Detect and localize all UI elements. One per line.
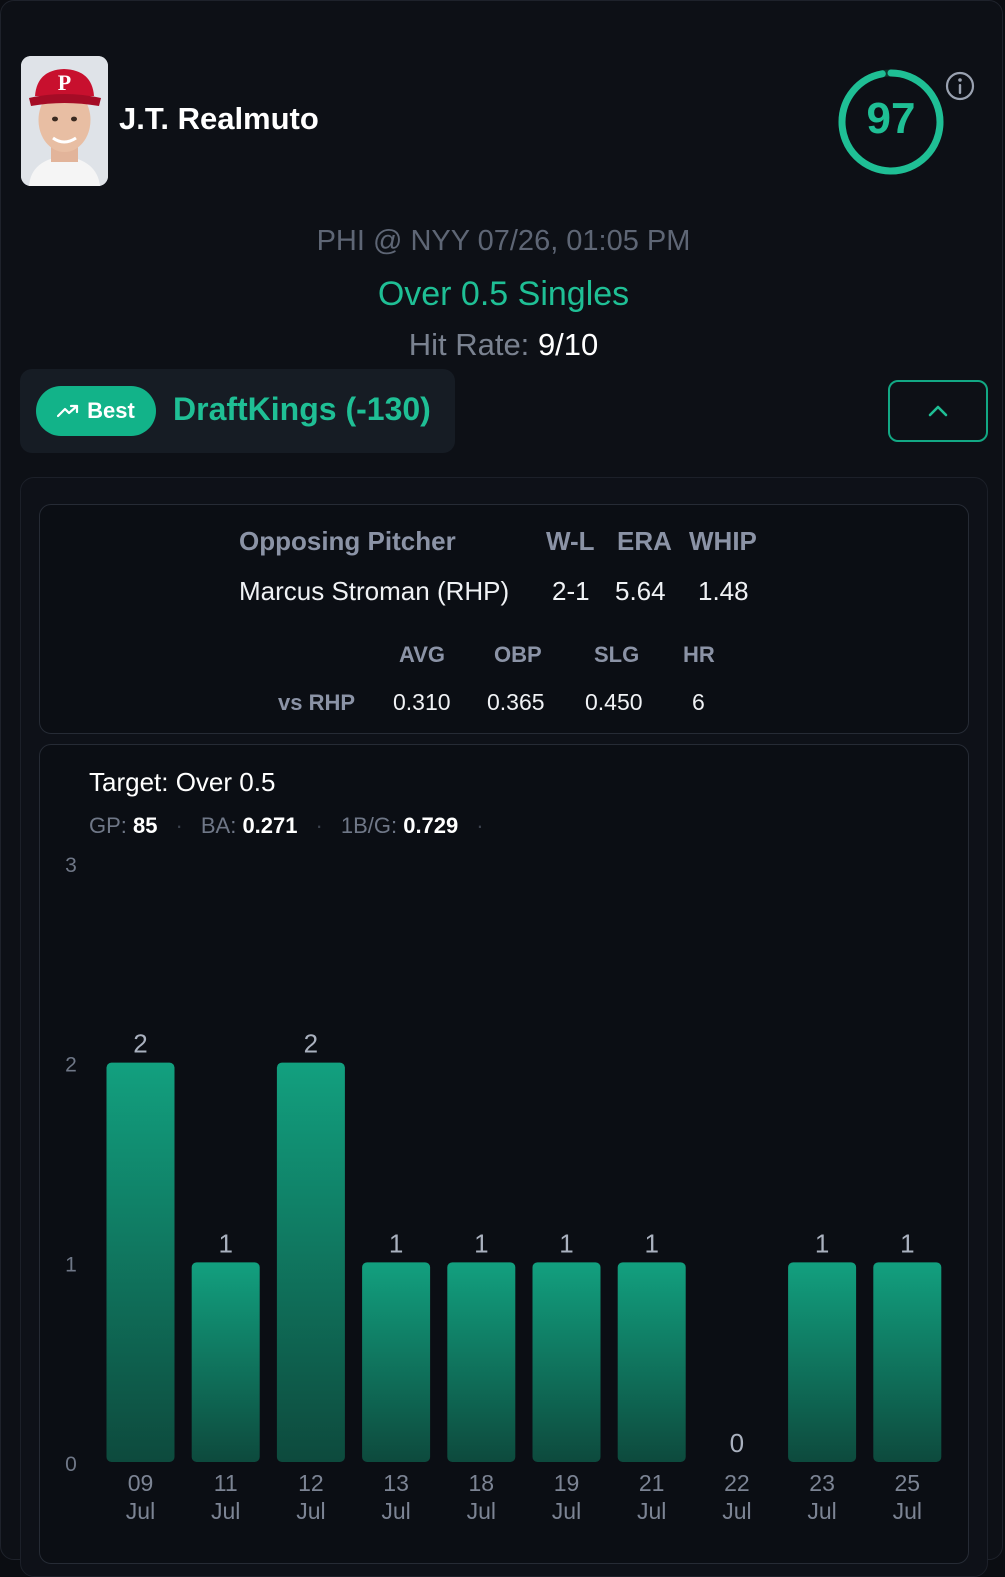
chevron-up-icon bbox=[928, 405, 948, 417]
score-value: 97 bbox=[866, 94, 916, 143]
hit-rate-value: 9/10 bbox=[537, 327, 599, 362]
pitcher-panel bbox=[39, 504, 969, 734]
split-col-avg: AVG bbox=[399, 642, 446, 667]
season-stats: GP: 85 · BA: 0.271 · 1B/G: 0.729 · bbox=[89, 813, 484, 838]
x-tick-day: 25 bbox=[895, 1470, 921, 1496]
x-tick-day: 22 bbox=[724, 1470, 750, 1496]
hit-rate-label: Hit Rate: bbox=[408, 327, 530, 362]
bar-value-label: 1 bbox=[474, 1228, 488, 1258]
bar bbox=[362, 1262, 431, 1462]
pitcher-wl: 2-1 bbox=[552, 576, 590, 606]
pitcher-header-label: Opposing Pitcher bbox=[239, 526, 456, 556]
bar bbox=[447, 1262, 516, 1462]
bar bbox=[276, 1062, 345, 1462]
split-label: vs RHP bbox=[278, 690, 356, 715]
col-era: ERA bbox=[617, 526, 672, 556]
info-icon[interactable] bbox=[944, 70, 976, 102]
bar-value-label: 2 bbox=[133, 1029, 147, 1059]
collapse-button[interactable] bbox=[888, 380, 988, 442]
split-obp: 0.365 bbox=[487, 689, 545, 715]
x-tick-day: 12 bbox=[298, 1470, 324, 1496]
split-slg: 0.450 bbox=[585, 689, 643, 715]
prop-market: Over 0.5 Singles bbox=[377, 275, 630, 313]
score-ring bbox=[838, 69, 944, 175]
ba-label: BA: bbox=[200, 813, 237, 838]
x-tick-month: Jul bbox=[126, 1498, 155, 1524]
y-tick-label: 0 bbox=[65, 1453, 77, 1476]
x-tick-month: Jul bbox=[552, 1498, 581, 1524]
x-tick-day: 18 bbox=[469, 1470, 495, 1496]
x-tick-month: Jul bbox=[467, 1498, 496, 1524]
bar-value-label: 0 bbox=[730, 1428, 744, 1458]
split-col-obp: OBP bbox=[494, 642, 542, 667]
bar-value-label: 1 bbox=[815, 1228, 829, 1258]
x-tick-month: Jul bbox=[211, 1498, 240, 1524]
x-tick-day: 11 bbox=[214, 1470, 238, 1496]
gp-label: GP: bbox=[89, 813, 127, 838]
col-whip: WHIP bbox=[689, 526, 757, 556]
x-tick-day: 21 bbox=[639, 1470, 665, 1496]
pitcher-whip: 1.48 bbox=[698, 576, 749, 606]
bar-value-label: 2 bbox=[304, 1029, 318, 1059]
bar-value-label: 1 bbox=[559, 1228, 573, 1258]
trending-up-icon bbox=[57, 404, 79, 418]
player-name: J.T. Realmuto bbox=[119, 101, 319, 136]
hit-rate: Hit Rate: 9/10 bbox=[1, 327, 1005, 363]
split-col-slg: SLG bbox=[594, 642, 640, 667]
bar bbox=[191, 1262, 260, 1462]
split-col-hr: HR bbox=[683, 642, 715, 667]
game-matchup: PHI @ NYY 07/26, 01:05 PM bbox=[316, 225, 691, 257]
split-avg: 0.310 bbox=[393, 689, 451, 715]
bar-value-label: 1 bbox=[218, 1228, 232, 1258]
player-photo: P bbox=[21, 56, 108, 186]
bar bbox=[617, 1262, 686, 1462]
x-tick-day: 23 bbox=[809, 1470, 835, 1496]
bar bbox=[788, 1262, 857, 1462]
x-tick-month: Jul bbox=[381, 1498, 410, 1524]
bar bbox=[532, 1262, 601, 1462]
bar-value-label: 1 bbox=[644, 1228, 658, 1258]
x-tick-day: 19 bbox=[554, 1470, 580, 1496]
x-tick-month: Jul bbox=[722, 1498, 751, 1524]
x-tick-month: Jul bbox=[637, 1498, 666, 1524]
bar-value-label: 1 bbox=[389, 1228, 403, 1258]
bar bbox=[106, 1062, 175, 1462]
pitcher-name: Marcus Stroman (RHP) bbox=[239, 576, 510, 606]
x-tick-month: Jul bbox=[807, 1498, 836, 1524]
y-tick-label: 3 bbox=[65, 854, 77, 877]
target-label: Target: Over 0.5 bbox=[89, 767, 276, 797]
bar bbox=[873, 1262, 942, 1462]
bar-value-label: 1 bbox=[900, 1228, 914, 1258]
y-tick-label: 2 bbox=[65, 1054, 77, 1077]
best-badge-label: Best bbox=[87, 398, 135, 423]
y-tick-label: 1 bbox=[65, 1253, 77, 1276]
ba-value: 0.271 bbox=[242, 813, 298, 838]
x-tick-day: 13 bbox=[383, 1470, 409, 1496]
x-tick-day: 09 bbox=[128, 1470, 154, 1496]
player-avatar: P bbox=[21, 56, 108, 186]
split-hr: 6 bbox=[692, 689, 705, 715]
svg-text:P: P bbox=[58, 70, 71, 95]
col-wl: W-L bbox=[546, 526, 595, 556]
gp-value: 85 bbox=[133, 813, 158, 838]
x-tick-month: Jul bbox=[893, 1498, 922, 1524]
singles-bar-chart: 0123209Jul111Jul212Jul113Jul118Jul119Jul… bbox=[65, 854, 942, 1524]
sportsbook-odds: DraftKings (-130) bbox=[173, 391, 431, 427]
best-badge: Best bbox=[36, 386, 156, 436]
pg-value: 0.729 bbox=[403, 813, 459, 838]
pg-label: 1B/G: bbox=[340, 813, 398, 838]
pitcher-era: 5.64 bbox=[615, 576, 666, 606]
x-tick-month: Jul bbox=[296, 1498, 325, 1524]
best-book-box[interactable]: Best DraftKings (-130) bbox=[20, 369, 455, 453]
